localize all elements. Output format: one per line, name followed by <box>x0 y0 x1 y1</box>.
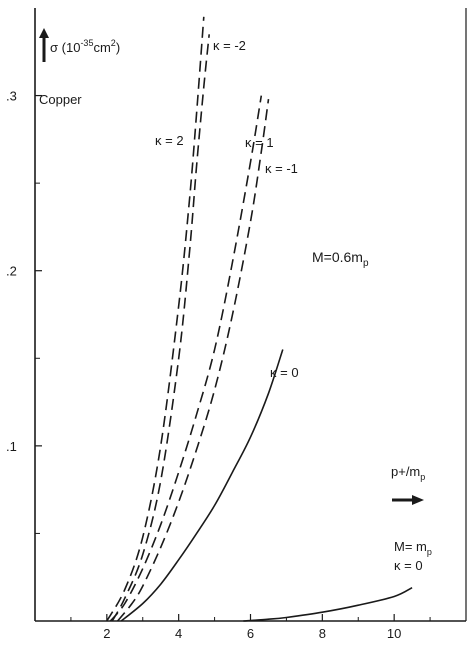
x-tick-label: 10 <box>387 626 401 641</box>
svg-text:σ (10-35cm2): σ (10-35cm2) <box>50 38 120 55</box>
ylabel-suffix: ) <box>116 40 120 55</box>
group-label-mmp-line2: κ = 0 <box>394 558 423 573</box>
y-tick-label: .3 <box>6 89 17 104</box>
y-tick-label: .1 <box>6 439 17 454</box>
x-axis-label: p+/mp <box>391 464 425 482</box>
label-kappa-0: κ = 0 <box>270 365 299 380</box>
x-axis-arrowhead-icon <box>412 495 424 505</box>
series-line-5 <box>243 586 413 622</box>
series-line-3 <box>116 98 270 622</box>
y-tick-label: .2 <box>6 264 17 279</box>
material-label: Copper <box>39 92 82 107</box>
series-line-0 <box>111 34 210 622</box>
y-axis-arrowhead-icon <box>39 28 49 38</box>
label-kappa-1: κ = 1 <box>245 135 274 150</box>
x-tick-label: 4 <box>175 626 182 641</box>
ylabel-mid: cm <box>93 40 110 55</box>
label-kappa-minus-2: κ = -2 <box>213 38 246 53</box>
series-line-2 <box>109 95 263 622</box>
x-tick-label: 2 <box>103 626 110 641</box>
x-tick-label: 8 <box>319 626 326 641</box>
label-kappa-2: κ = 2 <box>155 133 184 148</box>
label-kappa-minus-1: κ = -1 <box>265 161 298 176</box>
group-label-m06: M=0.6mp <box>312 249 369 269</box>
group-label-mmp-line1: M= mp <box>394 539 432 557</box>
ylabel-exp2: 2 <box>111 38 116 48</box>
y-axis-label: σ (10-35cm2) <box>39 28 120 62</box>
x-tick-label: 6 <box>247 626 254 641</box>
series-line-1 <box>106 16 205 622</box>
ylabel-prefix: σ (10 <box>50 40 80 55</box>
ylabel-exp1: -35 <box>80 38 93 48</box>
series-line-4 <box>120 349 284 622</box>
